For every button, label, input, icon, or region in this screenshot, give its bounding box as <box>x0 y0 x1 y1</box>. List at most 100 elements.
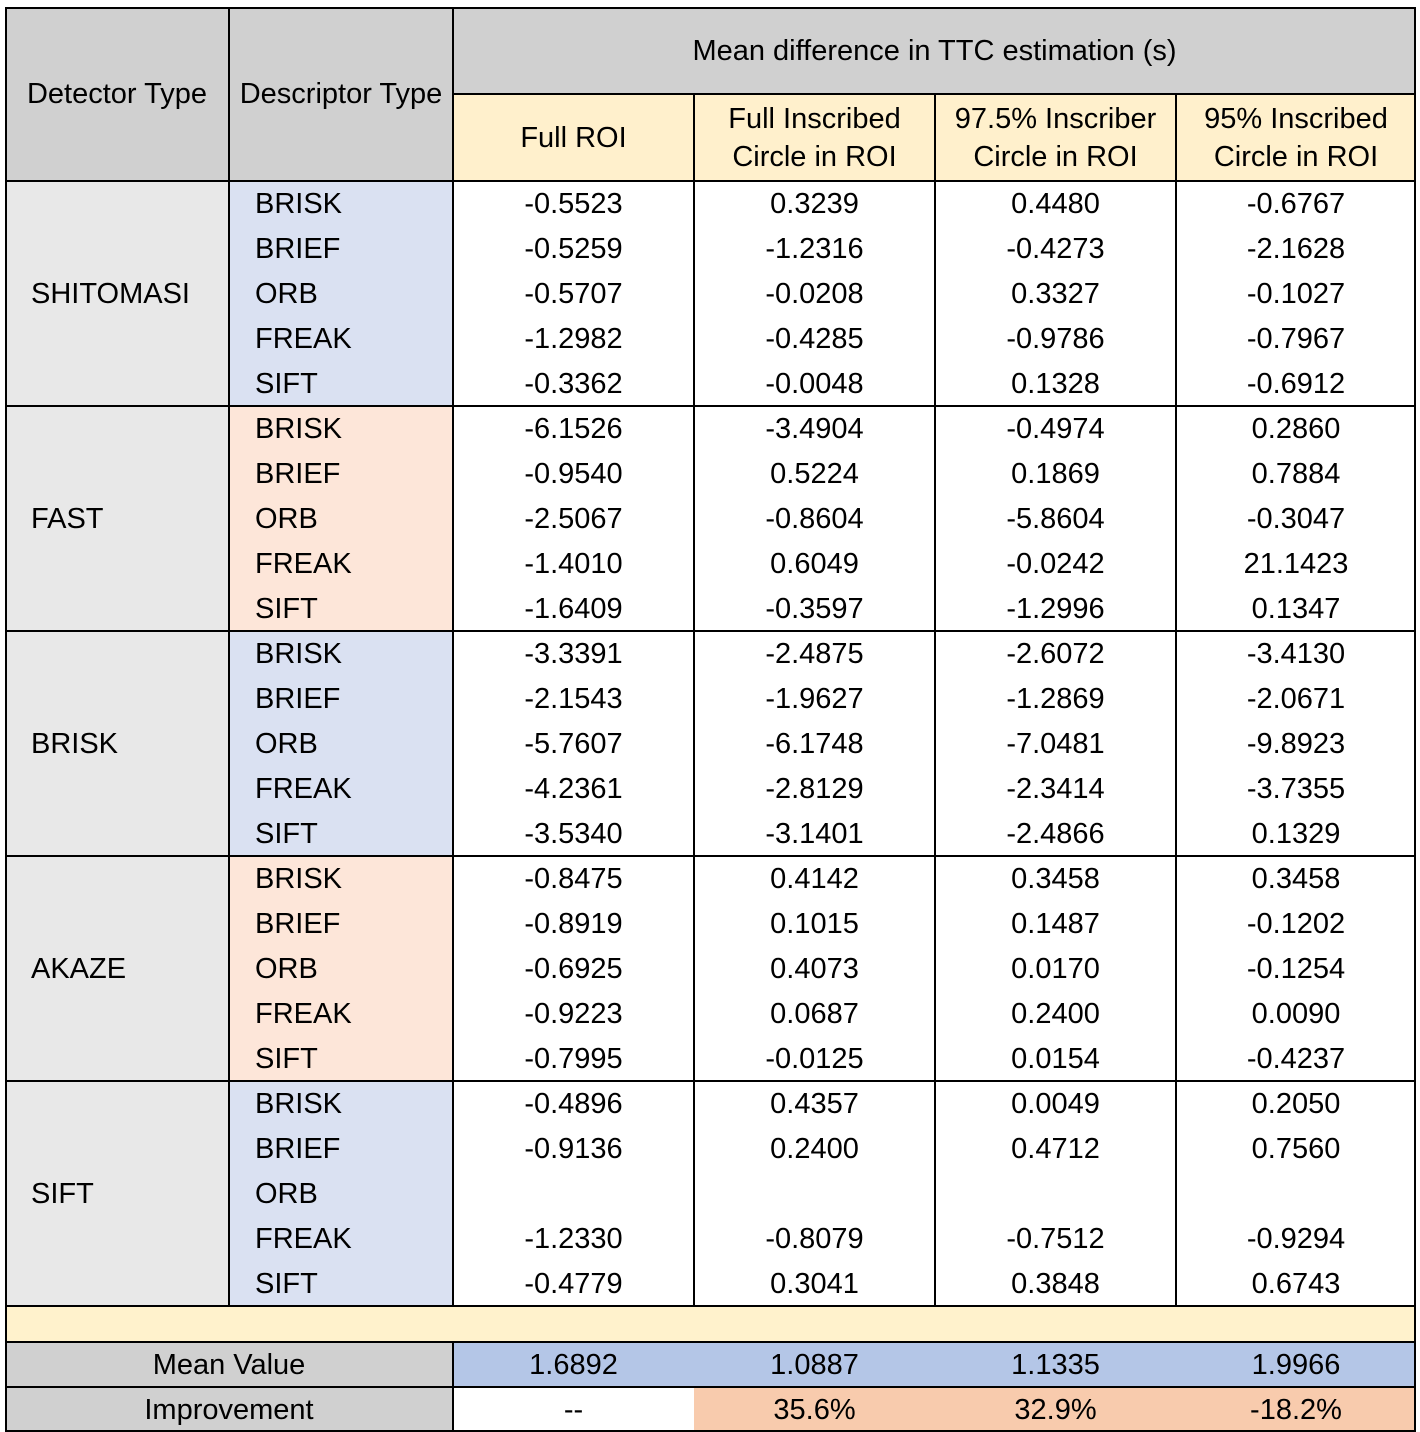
column-header-line: Circle in ROI <box>1213 140 1379 173</box>
value-cell: -6.1526 <box>524 412 623 445</box>
value-cell: -0.3362 <box>524 367 623 400</box>
spacer-row <box>5 1306 1416 1342</box>
value-cell: -4.2361 <box>524 772 623 805</box>
descriptor-cell: ORB <box>229 1171 453 1216</box>
value-cell: -0.7512 <box>1006 1222 1105 1255</box>
value-cell: -0.3047 <box>1246 502 1346 535</box>
value-cell: -0.1202 <box>1246 907 1346 940</box>
value-cell: 0.4480 <box>1011 187 1100 220</box>
value-cell: -2.6072 <box>1006 637 1105 670</box>
value-cell: 0.6743 <box>1251 1267 1341 1300</box>
descriptor-cell: ORB <box>229 946 453 991</box>
value-cell: -0.3597 <box>765 592 864 625</box>
value-cell: -2.1543 <box>524 682 623 715</box>
value-cell: -0.1027 <box>1246 277 1346 310</box>
value-cell: -0.9136 <box>524 1132 623 1165</box>
value-cell: -2.4875 <box>765 637 864 670</box>
value-cell <box>935 1171 1176 1216</box>
value-cell <box>453 1171 694 1216</box>
descriptor-cell: BRISK <box>229 406 453 451</box>
value-cell: 0.4073 <box>770 952 859 985</box>
descriptor-cell: FREAK <box>229 541 453 586</box>
ttc-results-table: Detector Type Descriptor Type Mean diffe… <box>5 7 1416 1432</box>
grid-line <box>5 1341 1416 1343</box>
value-cell: 0.0687 <box>770 997 859 1030</box>
descriptor-cell: BRIEF <box>229 1126 453 1171</box>
grid-line <box>452 7 454 1306</box>
grid-line <box>452 1342 454 1432</box>
value-cell: -0.5523 <box>524 187 623 220</box>
value-cell: -5.7607 <box>524 727 623 760</box>
value-cell: -0.5707 <box>524 277 623 310</box>
value-cell: 0.1329 <box>1251 817 1341 850</box>
descriptor-cell: ORB <box>229 271 453 316</box>
descriptor-cell: BRIEF <box>229 451 453 496</box>
value-cell: 0.1328 <box>1011 367 1100 400</box>
value-cell: 0.6049 <box>770 547 859 580</box>
value-cell: 0.3327 <box>1011 277 1100 310</box>
value-cell: 0.1347 <box>1251 592 1341 625</box>
grid-line <box>5 855 1416 857</box>
value-cell: -5.8604 <box>1006 502 1105 535</box>
value-cell: -0.4974 <box>1006 412 1105 445</box>
grid-line <box>5 7 7 1432</box>
detector-cell: BRISK <box>5 631 229 856</box>
value-cell: -2.8129 <box>765 772 864 805</box>
value-cell: -0.8604 <box>765 502 864 535</box>
grid-line <box>934 94 936 1306</box>
value-cell: 0.3458 <box>1251 862 1341 895</box>
value-cell: 0.2400 <box>1011 997 1100 1030</box>
grid-line <box>1414 7 1416 1432</box>
column-header-full-inscribed: Full Inscribed Circle in ROI <box>694 94 935 181</box>
value-cell: -1.4010 <box>524 547 623 580</box>
column-header-line: Full Inscribed <box>728 102 901 135</box>
column-header-95-inscribed: 95% Inscribed Circle in ROI <box>1176 94 1416 181</box>
value-cell: 0.7884 <box>1251 457 1341 490</box>
value-cell: 0.4142 <box>770 862 859 895</box>
descriptor-cell: ORB <box>229 496 453 541</box>
detector-cell: SIFT <box>5 1081 229 1306</box>
grid-line <box>5 405 1416 407</box>
value-cell: 0.2860 <box>1251 412 1341 445</box>
value-cell: -0.4896 <box>524 1087 623 1120</box>
value-cell: 0.3848 <box>1011 1267 1100 1300</box>
detector-cell: FAST <box>5 406 229 631</box>
value-cell: 0.0170 <box>1011 952 1100 985</box>
group-title-header: Mean difference in TTC estimation (s) <box>453 7 1416 94</box>
value-cell: -3.3391 <box>524 637 623 670</box>
improvement-cell: -- <box>453 1387 694 1432</box>
value-cell: -0.7967 <box>1246 322 1346 355</box>
value-cell: -0.5259 <box>524 232 623 265</box>
value-cell: -3.4904 <box>765 412 864 445</box>
value-cell <box>694 1171 935 1216</box>
value-cell: 0.1869 <box>1011 457 1100 490</box>
value-cell: 0.4712 <box>1011 1132 1100 1165</box>
value-cell: -0.6925 <box>524 952 623 985</box>
descriptor-cell: SIFT <box>229 811 453 856</box>
value-cell: -1.2982 <box>524 322 623 355</box>
detector-cell: AKAZE <box>5 856 229 1081</box>
improvement-cell: 32.9% <box>935 1387 1176 1432</box>
value-cell: -2.5067 <box>524 502 623 535</box>
grid-line <box>5 7 1416 9</box>
value-cell: 0.2400 <box>770 1132 859 1165</box>
value-cell <box>1176 1171 1416 1216</box>
value-cell: -2.4866 <box>1006 817 1105 850</box>
grid-line <box>5 180 1416 182</box>
column-header-line: 95% Inscribed <box>1204 102 1388 135</box>
descriptor-cell: FREAK <box>229 766 453 811</box>
improvement-label: Improvement <box>5 1387 453 1432</box>
grid-line <box>5 1080 1416 1082</box>
detector-type-header: Detector Type <box>5 7 229 181</box>
value-cell: -2.3414 <box>1006 772 1105 805</box>
descriptor-cell: FREAK <box>229 991 453 1036</box>
value-cell: 0.1015 <box>770 907 859 940</box>
value-cell: -0.9223 <box>524 997 623 1030</box>
descriptor-type-header: Descriptor Type <box>229 7 453 181</box>
mean-value-cell: 1.6892 <box>453 1342 694 1387</box>
descriptor-cell: BRISK <box>229 856 453 901</box>
grid-line <box>5 630 1416 632</box>
value-cell: -2.1628 <box>1246 232 1346 265</box>
grid-line <box>5 1386 1416 1388</box>
mean-value-cell: 1.0887 <box>694 1342 935 1387</box>
